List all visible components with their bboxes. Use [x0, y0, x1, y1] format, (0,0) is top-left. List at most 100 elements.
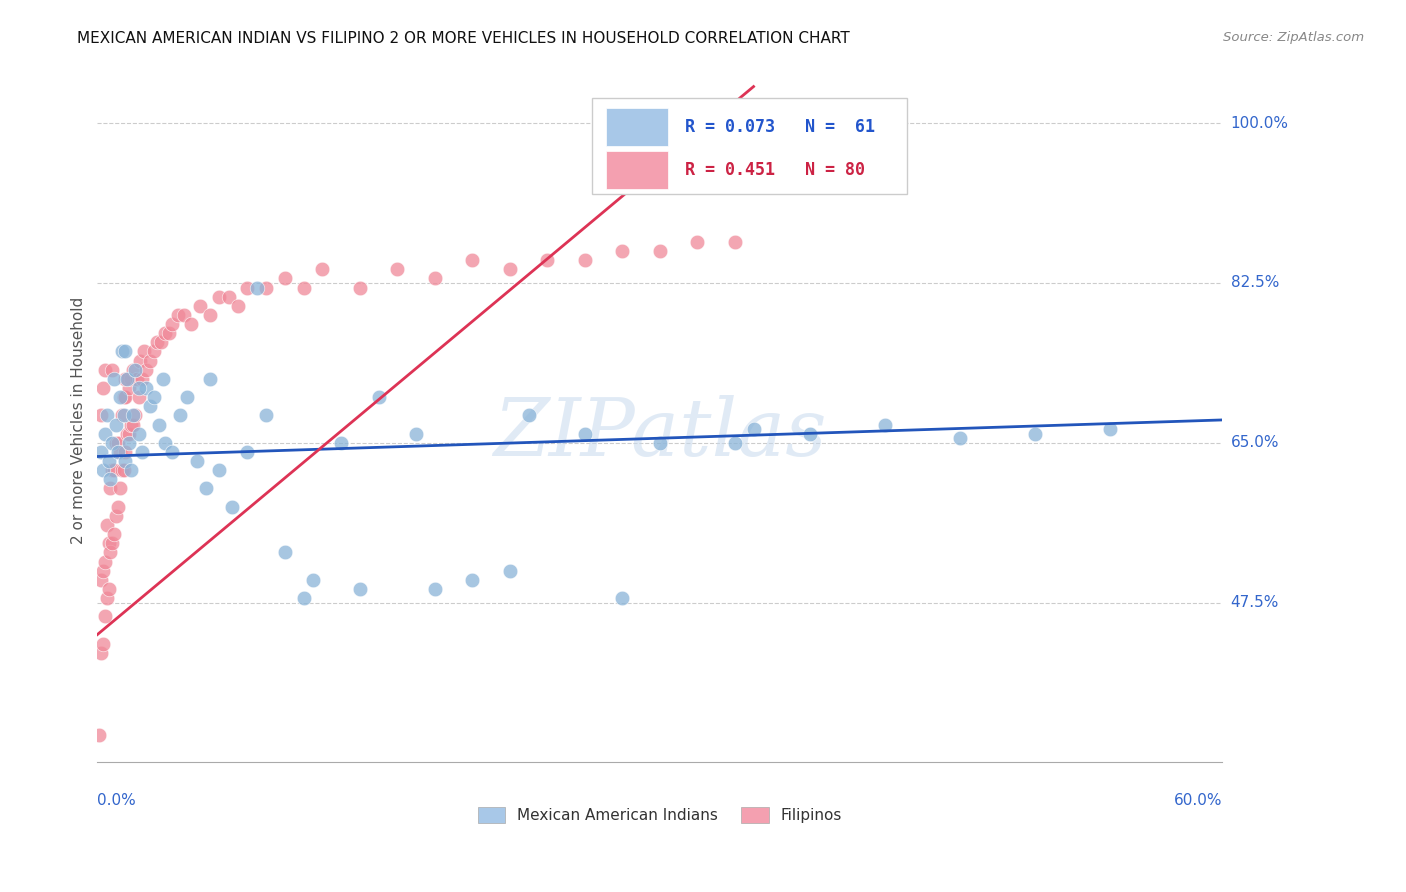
Point	[118, 426, 141, 441]
Point	[90, 445, 112, 459]
Point	[91, 564, 114, 578]
Point	[103, 463, 125, 477]
Text: Source: ZipAtlas.com: Source: ZipAtlas.com	[1223, 31, 1364, 45]
Text: 60.0%: 60.0%	[1174, 793, 1222, 808]
Point	[949, 431, 972, 445]
Point	[124, 362, 146, 376]
Legend: Mexican American Indians, Filipinos: Mexican American Indians, Filipinos	[478, 807, 842, 823]
Point	[103, 372, 125, 386]
Point	[105, 417, 128, 432]
Point	[112, 463, 135, 477]
Point	[108, 482, 131, 496]
Point	[101, 362, 124, 376]
Point	[461, 253, 484, 268]
Point	[162, 317, 184, 331]
Text: 65.0%: 65.0%	[1230, 435, 1279, 450]
Point	[128, 381, 150, 395]
Point	[423, 582, 446, 596]
Point	[190, 299, 212, 313]
Point	[124, 409, 146, 423]
Point	[167, 308, 190, 322]
Point	[274, 545, 297, 559]
Point	[349, 280, 371, 294]
Point	[461, 573, 484, 587]
Point	[648, 244, 671, 258]
Point	[153, 326, 176, 341]
Point	[101, 435, 124, 450]
Point	[101, 536, 124, 550]
Point	[302, 573, 325, 587]
FancyBboxPatch shape	[592, 98, 907, 194]
Point	[114, 454, 136, 468]
Point	[112, 409, 135, 423]
Point	[724, 435, 747, 450]
Point	[131, 445, 153, 459]
Point	[198, 308, 221, 322]
Point	[111, 344, 134, 359]
Point	[724, 235, 747, 249]
Point	[367, 390, 389, 404]
Point	[150, 335, 173, 350]
Point	[292, 591, 315, 605]
Point	[146, 335, 169, 350]
Point	[108, 445, 131, 459]
Point	[90, 409, 112, 423]
Point	[742, 422, 765, 436]
Point	[221, 500, 243, 514]
Point	[107, 445, 129, 459]
Point	[142, 390, 165, 404]
Bar	[606, 108, 668, 145]
Point	[120, 417, 142, 432]
Point	[387, 262, 409, 277]
Point	[574, 253, 596, 268]
Point	[499, 262, 522, 277]
Point	[129, 353, 152, 368]
Point	[574, 426, 596, 441]
Point	[499, 564, 522, 578]
Point	[153, 435, 176, 450]
Point	[90, 573, 112, 587]
Point	[108, 390, 131, 404]
Point	[91, 381, 114, 395]
Text: ZIPatlas: ZIPatlas	[494, 395, 827, 473]
Point	[91, 463, 114, 477]
Point	[114, 372, 136, 386]
Point	[226, 299, 249, 313]
Point	[100, 472, 122, 486]
Point	[1098, 422, 1121, 436]
Point	[799, 426, 821, 441]
Point	[100, 482, 122, 496]
Point	[107, 500, 129, 514]
Point	[96, 518, 118, 533]
Point	[536, 253, 558, 268]
Point	[208, 290, 231, 304]
Point	[1024, 426, 1046, 441]
Point	[198, 372, 221, 386]
Point	[118, 435, 141, 450]
Point	[117, 426, 139, 441]
Point	[112, 390, 135, 404]
Point	[139, 353, 162, 368]
Point	[97, 454, 120, 468]
Point	[120, 463, 142, 477]
Point	[162, 445, 184, 459]
Point	[114, 390, 136, 404]
Point	[96, 409, 118, 423]
Point	[90, 646, 112, 660]
Text: R = 0.073   N =  61: R = 0.073 N = 61	[685, 118, 875, 136]
Point	[94, 554, 117, 568]
Point	[122, 409, 145, 423]
Text: 0.0%: 0.0%	[97, 793, 136, 808]
Point	[176, 390, 198, 404]
Point	[107, 435, 129, 450]
Point	[96, 591, 118, 605]
Point	[128, 426, 150, 441]
Point	[236, 445, 259, 459]
Point	[139, 399, 162, 413]
Point	[135, 362, 157, 376]
Point	[89, 728, 111, 742]
Point	[94, 362, 117, 376]
Point	[423, 271, 446, 285]
Point	[111, 463, 134, 477]
Point	[103, 527, 125, 541]
